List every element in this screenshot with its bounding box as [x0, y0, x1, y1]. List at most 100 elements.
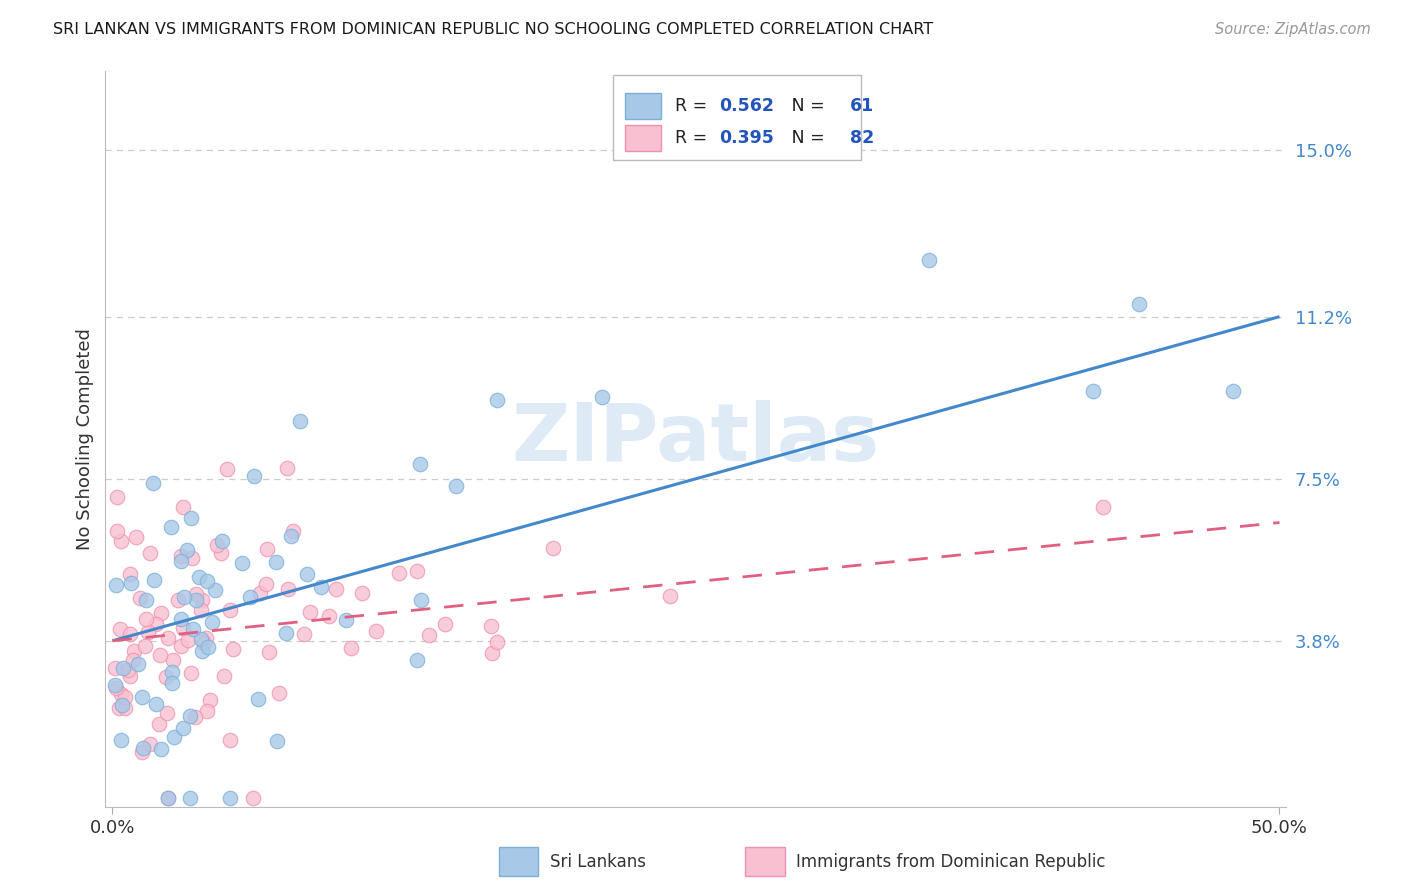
Point: [388, 566, 411, 581]
Text: 0.562: 0.562: [720, 97, 775, 115]
Point: [1081, 384, 1104, 398]
Point: [110, 533, 132, 548]
Point: [142, 573, 165, 587]
Point: [211, 533, 233, 548]
Point: [405, 652, 427, 666]
Text: Sri Lankans: Sri Lankans: [550, 853, 645, 871]
Point: [145, 616, 167, 631]
Point: [266, 734, 288, 748]
Point: [120, 566, 142, 581]
Point: [292, 626, 315, 640]
Point: [194, 632, 217, 646]
Point: [591, 390, 613, 404]
Point: [179, 791, 201, 805]
Point: [339, 640, 361, 655]
Point: [124, 530, 146, 544]
Point: [242, 791, 264, 805]
Point: [218, 603, 240, 617]
Point: [215, 461, 238, 475]
Text: 0.395: 0.395: [720, 128, 775, 146]
Point: [231, 556, 253, 570]
FancyBboxPatch shape: [613, 75, 862, 160]
Point: [264, 555, 287, 569]
Point: [155, 670, 177, 684]
Point: [105, 491, 128, 505]
Point: [132, 741, 155, 756]
Point: [170, 554, 193, 568]
Point: [156, 791, 179, 805]
Point: [114, 690, 136, 704]
Point: [111, 661, 134, 675]
Point: [222, 642, 245, 657]
Point: [184, 710, 207, 724]
Point: [184, 593, 207, 607]
Point: [298, 605, 321, 619]
Point: [418, 628, 440, 642]
FancyBboxPatch shape: [626, 125, 661, 151]
Point: [257, 644, 280, 658]
Text: 61: 61: [849, 97, 873, 115]
Point: [118, 626, 141, 640]
Point: [276, 461, 298, 475]
Point: [122, 653, 145, 667]
Point: [110, 732, 132, 747]
Point: [1222, 384, 1244, 398]
Point: [191, 593, 214, 607]
Point: [157, 791, 180, 805]
Point: [104, 661, 127, 675]
Point: [444, 479, 467, 493]
Point: [172, 500, 194, 514]
Point: [481, 646, 503, 660]
Point: [409, 593, 432, 607]
Point: [290, 414, 312, 428]
Point: [142, 476, 165, 491]
Point: [145, 697, 167, 711]
Point: [364, 624, 387, 638]
Point: [179, 709, 201, 723]
Point: [267, 686, 290, 700]
Point: [163, 731, 186, 745]
Point: [281, 524, 304, 538]
Point: [129, 591, 152, 606]
Point: [162, 653, 184, 667]
Point: [110, 687, 132, 701]
Point: [218, 733, 240, 747]
Point: [239, 590, 262, 604]
Point: [176, 633, 198, 648]
Point: [172, 621, 194, 635]
Point: [180, 551, 202, 566]
Point: [1128, 296, 1150, 310]
Point: [247, 692, 270, 706]
Point: [180, 510, 202, 524]
Point: [212, 669, 235, 683]
Point: [190, 632, 212, 646]
Point: [254, 576, 277, 591]
Point: [190, 603, 212, 617]
Text: R =: R =: [675, 97, 713, 115]
Point: [114, 700, 136, 714]
Point: [167, 593, 190, 607]
Point: [190, 643, 212, 657]
Point: [204, 583, 226, 598]
Point: [105, 524, 128, 538]
Point: [162, 665, 184, 680]
Point: [169, 549, 191, 563]
Point: [433, 617, 456, 632]
Point: [280, 529, 302, 543]
Point: [658, 589, 681, 603]
Point: [479, 618, 502, 632]
Point: [318, 608, 340, 623]
Point: [104, 578, 127, 592]
Point: [127, 657, 149, 672]
Point: [243, 468, 266, 483]
Point: [108, 622, 131, 636]
Text: N =: N =: [775, 128, 831, 146]
Point: [107, 701, 129, 715]
Text: 82: 82: [849, 128, 873, 146]
Point: [195, 704, 218, 718]
Point: [131, 745, 153, 759]
Point: [156, 706, 179, 720]
Point: [105, 681, 128, 695]
Point: [183, 622, 205, 636]
Text: Source: ZipAtlas.com: Source: ZipAtlas.com: [1215, 22, 1371, 37]
